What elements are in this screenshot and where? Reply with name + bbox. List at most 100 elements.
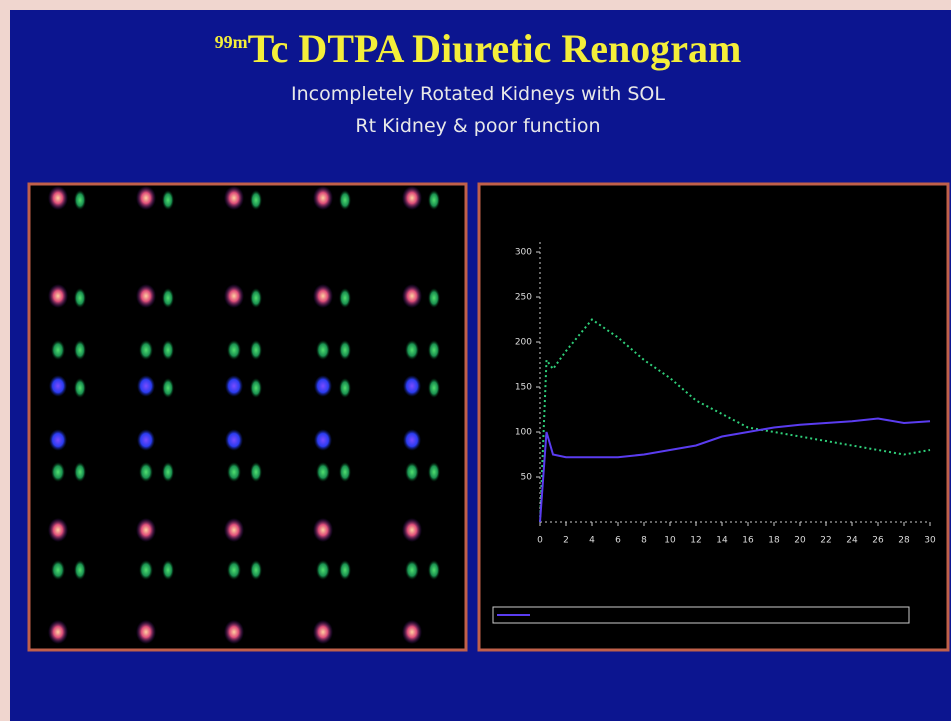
kidney-blob [405,560,419,580]
kidney-blob [225,375,243,397]
x-tick-label: 4 [589,536,595,546]
kidney-blob [139,560,153,580]
kidney-blob [402,518,422,542]
kidney-blob [428,190,440,210]
chart-panel [477,182,950,652]
kidney-blob [403,429,421,451]
kidney-blob [48,620,68,644]
kidney-blob [316,462,330,482]
kidney-blob [74,340,86,360]
kidney-blob [339,462,351,482]
x-tick-label: 2 [563,536,569,546]
x-tick-label: 10 [664,536,676,546]
y-tick-label: 200 [515,338,532,348]
kidney-blob [313,186,333,210]
kidney-blob [51,340,65,360]
kidney-blob [51,462,65,482]
x-tick-label: 14 [716,536,728,546]
kidney-blob [136,518,156,542]
x-tick-label: 16 [742,536,754,546]
kidney-blob [402,620,422,644]
kidney-blob [162,462,174,482]
kidney-blob [74,560,86,580]
kidney-blob [316,340,330,360]
scan-panel [27,182,468,652]
x-tick-label: 18 [768,536,780,546]
kidney-blob [162,560,174,580]
x-tick-label: 20 [794,536,806,546]
kidney-blob [74,288,86,308]
kidney-blob [339,288,351,308]
kidney-blob [316,560,330,580]
kidney-blob [137,375,155,397]
kidney-blob [224,620,244,644]
kidney-blob [313,620,333,644]
x-tick-label: 22 [820,536,831,546]
x-tick-label: 30 [924,536,936,546]
kidney-blob [339,560,351,580]
kidney-blob [428,560,440,580]
y-tick-label: 150 [515,383,532,393]
kidney-blob [224,518,244,542]
kidney-blob [405,340,419,360]
kidney-blob [339,378,351,398]
kidney-blob [403,375,421,397]
title-text: Tc DTPA Diuretic Renogram [248,26,742,71]
kidney-blob [250,462,262,482]
series-line [539,417,931,523]
kidney-blob [48,186,68,210]
x-tick-label: 6 [615,536,621,546]
kidney-blob [49,375,67,397]
kidney-blob [224,186,244,210]
kidney-blob [402,284,422,308]
x-tick-label: 0 [537,536,543,546]
kidney-blob [51,560,65,580]
kidney-blob [227,462,241,482]
kidney-blob [139,462,153,482]
kidney-blob [428,288,440,308]
kidney-blob [74,462,86,482]
kidney-blob [250,560,262,580]
kidney-blob [314,375,332,397]
kidney-blob [339,190,351,210]
y-tick-label: 100 [515,428,532,438]
kidney-blob [139,340,153,360]
kidney-blob [162,378,174,398]
x-tick-label: 12 [690,536,701,546]
scan-images [48,186,440,644]
title-superscript: 99m [215,32,248,52]
kidney-blob [74,190,86,210]
kidney-blob [136,186,156,210]
y-tick-label: 300 [515,248,532,258]
kidney-blob [74,378,86,398]
kidney-blob [48,518,68,542]
kidney-blob [162,190,174,210]
kidney-blob [250,288,262,308]
kidney-blob [402,186,422,210]
x-tick-label: 8 [641,536,647,546]
x-tick-label: 28 [898,536,910,546]
y-tick-label: 250 [515,293,532,303]
x-tick-label: 26 [872,536,884,546]
kidney-blob [313,518,333,542]
kidney-blob [313,284,333,308]
kidney-blob [136,284,156,308]
slide-title: 99mTc DTPA Diuretic Renogram [215,26,742,71]
kidney-blob [225,429,243,451]
kidney-blob [224,284,244,308]
legend-box [492,606,910,624]
kidney-blob [162,288,174,308]
kidney-blob [136,620,156,644]
series-line [539,318,931,523]
kidney-blob [162,340,174,360]
kidney-blob [48,284,68,308]
kidney-blob [428,462,440,482]
kidney-blob [405,462,419,482]
kidney-blob [137,429,155,451]
subtitle: Rt Kidney & poor function [355,115,600,137]
kidney-blob [428,378,440,398]
kidney-blob [49,429,67,451]
subtitle: Incompletely Rotated Kidneys with SOL [291,83,665,105]
